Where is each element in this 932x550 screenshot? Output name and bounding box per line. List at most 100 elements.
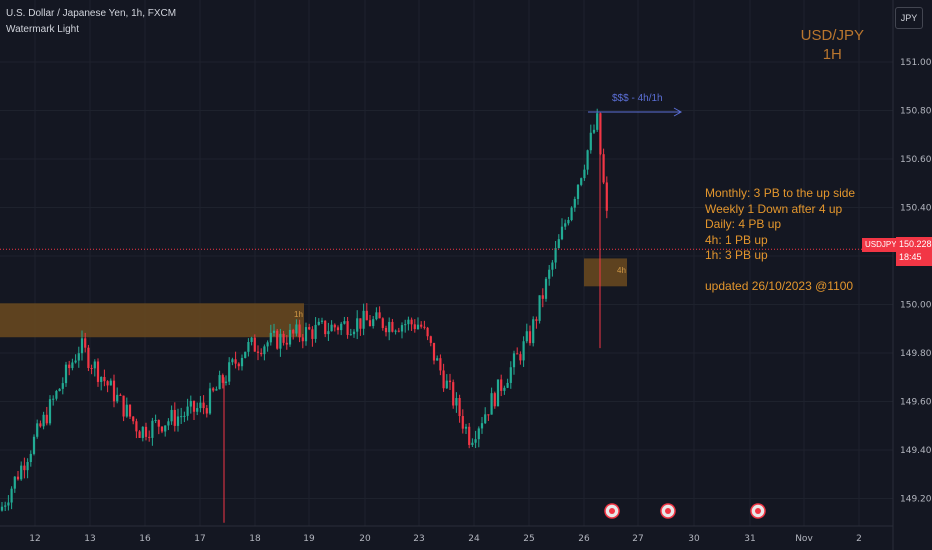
candle-body	[439, 358, 442, 371]
x-tick-label: 17	[194, 534, 205, 544]
candle-body	[452, 382, 455, 406]
candle-body	[365, 310, 368, 321]
candle-body	[212, 388, 215, 391]
candle-body	[36, 423, 39, 437]
candle-body	[237, 363, 240, 367]
candle-body	[372, 319, 375, 327]
candle-body	[519, 354, 522, 361]
candle-body	[356, 318, 359, 332]
candle-body	[215, 389, 218, 391]
x-tick-label: 25	[523, 534, 534, 544]
candle-body	[29, 453, 32, 463]
bar-countdown: 18:45	[899, 252, 922, 262]
event-icon-us-dot	[609, 508, 615, 514]
candle-body	[224, 381, 228, 383]
candle-body	[589, 132, 592, 151]
candle-body	[548, 269, 551, 279]
y-tick-label: 149.800	[900, 349, 932, 359]
candle-body	[336, 327, 340, 331]
chart-subtitle: Watermark Light	[6, 24, 79, 35]
candle-body	[192, 400, 196, 412]
note-line: Monthly: 3 PB to the up side	[705, 186, 856, 200]
candle-body	[506, 382, 509, 388]
candle-body	[317, 321, 320, 325]
candle-body	[240, 357, 244, 367]
candle-body	[80, 338, 84, 354]
candle-body	[0, 506, 4, 511]
candle-body	[234, 359, 237, 364]
candle-body	[26, 462, 29, 471]
target-arrow-head	[673, 107, 683, 117]
candle-body	[423, 326, 426, 328]
candle-body	[471, 442, 474, 445]
candle-body	[352, 331, 356, 335]
supply-zone-1h	[0, 303, 304, 338]
candle-body	[84, 338, 87, 348]
arrow-label: $$$ - 4h/1h	[612, 93, 663, 104]
x-tick-label: 20	[359, 534, 371, 544]
y-tick-label: 150.400	[900, 204, 932, 214]
candle-body	[263, 346, 266, 355]
candle-body	[260, 352, 263, 355]
candle-body	[183, 415, 186, 417]
event-icon-jp-dot	[755, 508, 761, 514]
candle-body	[160, 426, 164, 432]
candle-body	[551, 262, 554, 270]
x-tick-label: 12	[29, 534, 40, 544]
candle-body	[474, 439, 477, 443]
candle-body	[170, 409, 173, 422]
candle-body	[560, 226, 564, 240]
candle-body	[253, 337, 256, 352]
candle-body	[493, 393, 496, 407]
candle-body	[93, 361, 96, 369]
candle-body	[522, 341, 525, 361]
candle-body	[96, 361, 100, 382]
candle-body	[538, 295, 541, 321]
y-tick-label: 150.600	[900, 155, 932, 165]
x-tick-label: 23	[413, 534, 424, 544]
candle-body	[541, 295, 544, 299]
candle-body	[573, 198, 576, 208]
currency-button[interactable]: JPY	[895, 7, 923, 29]
watermark-symbol: USD/JPY	[800, 27, 864, 44]
supply-zone-4h	[584, 258, 627, 287]
current-price: 150.228	[899, 239, 932, 249]
candle-body	[327, 331, 330, 335]
symbol-price-tag: USDJPY	[862, 238, 900, 252]
candle-body	[144, 426, 148, 437]
candle-body	[570, 207, 573, 220]
candle-body	[320, 320, 324, 322]
candle-body	[340, 323, 343, 331]
candle-body	[407, 319, 410, 325]
candle-body	[256, 351, 260, 353]
candle-body	[106, 381, 109, 386]
x-tick-label: 24	[468, 534, 480, 544]
candle-body	[311, 329, 314, 339]
candle-body	[103, 376, 106, 382]
candle-body	[202, 402, 205, 409]
candle-body	[141, 426, 144, 438]
chart-title: U.S. Dollar / Japanese Yen, 1h, FXCM	[6, 8, 177, 19]
candle-body	[266, 342, 269, 347]
candle-body	[596, 113, 599, 130]
zone-4h-label: 4h	[617, 266, 626, 275]
y-tick-label: 150.000	[900, 301, 932, 311]
candle-body	[157, 420, 160, 427]
candle-body	[330, 324, 333, 332]
candle-body	[247, 341, 250, 352]
candle-body	[186, 406, 189, 416]
candle-body	[228, 362, 231, 382]
candle-body	[295, 324, 298, 334]
candle-body	[279, 333, 282, 349]
candle-body	[416, 324, 420, 330]
candle-body	[164, 425, 167, 432]
candle-body	[48, 399, 52, 424]
candle-body	[74, 360, 77, 363]
candle-body	[208, 388, 212, 414]
candle-body	[154, 420, 157, 422]
candle-body	[375, 312, 378, 320]
y-tick-label: 149.600	[900, 398, 932, 408]
candle-body	[231, 359, 234, 363]
candle-body	[576, 184, 580, 199]
